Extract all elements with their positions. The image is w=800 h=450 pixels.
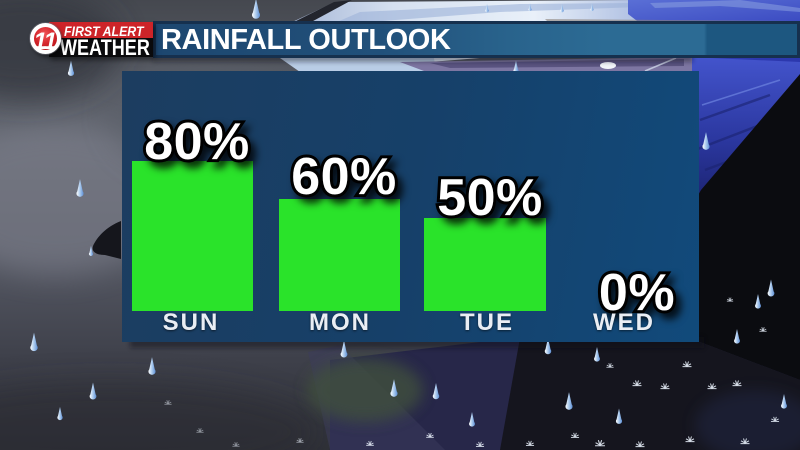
svg-text:60%: 60%: [291, 148, 397, 206]
svg-text:0%: 0%: [599, 264, 675, 322]
svg-text:50%: 50%: [437, 169, 543, 227]
svg-text:80%: 80%: [144, 113, 250, 171]
